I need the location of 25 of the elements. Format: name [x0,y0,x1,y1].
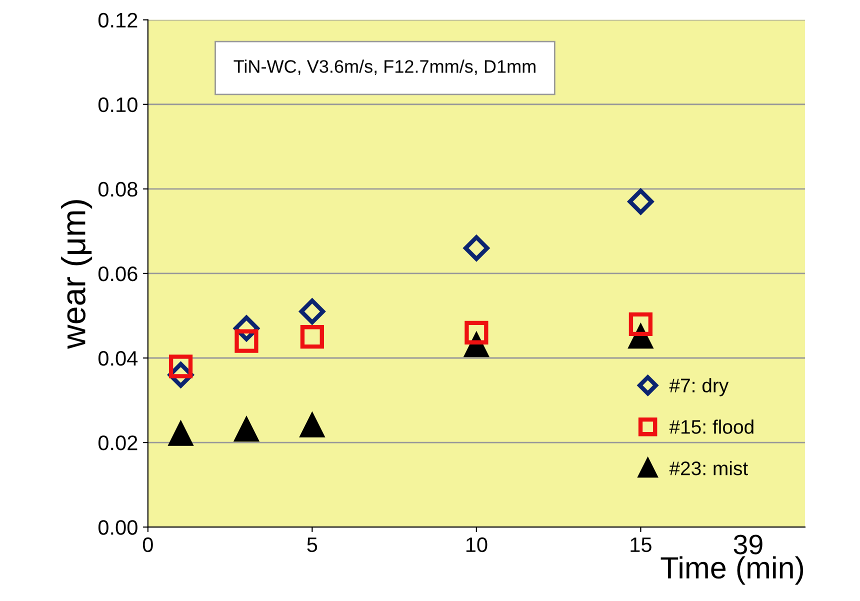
y-tick-label: 0.12 [98,12,138,28]
x-tick-label: 5 [307,538,318,552]
y-tick-label: 0.08 [98,182,138,197]
point [299,298,326,324]
legend-label: #15: flood [669,420,754,434]
x-axis-title: Time (min) [660,556,804,585]
point [464,320,488,344]
text: 39 [734,534,762,554]
y-tick-label: 0.02 [98,436,138,450]
point [300,325,324,349]
y-tick-label: 0.04 [98,350,138,366]
y-tick-label: 0.10 [98,97,138,112]
legend-label: #7: dry [669,378,729,396]
point [628,312,653,336]
x-tick-label: 0 [142,537,153,552]
y-tick-label: 0.06 [98,266,138,282]
point [234,329,258,353]
x-tick-label: 10 [466,537,488,552]
y-tick-label: 0.00 [98,520,138,535]
x-tick-label: 15 [630,538,652,552]
legend-label: #23: mist [669,461,748,476]
y-axis-title: wear (μm) [61,200,92,349]
text: TiN-WC, V3.6m/s, F12.7mm/s, D1mm [234,60,536,75]
point [628,188,654,214]
point [464,235,490,261]
